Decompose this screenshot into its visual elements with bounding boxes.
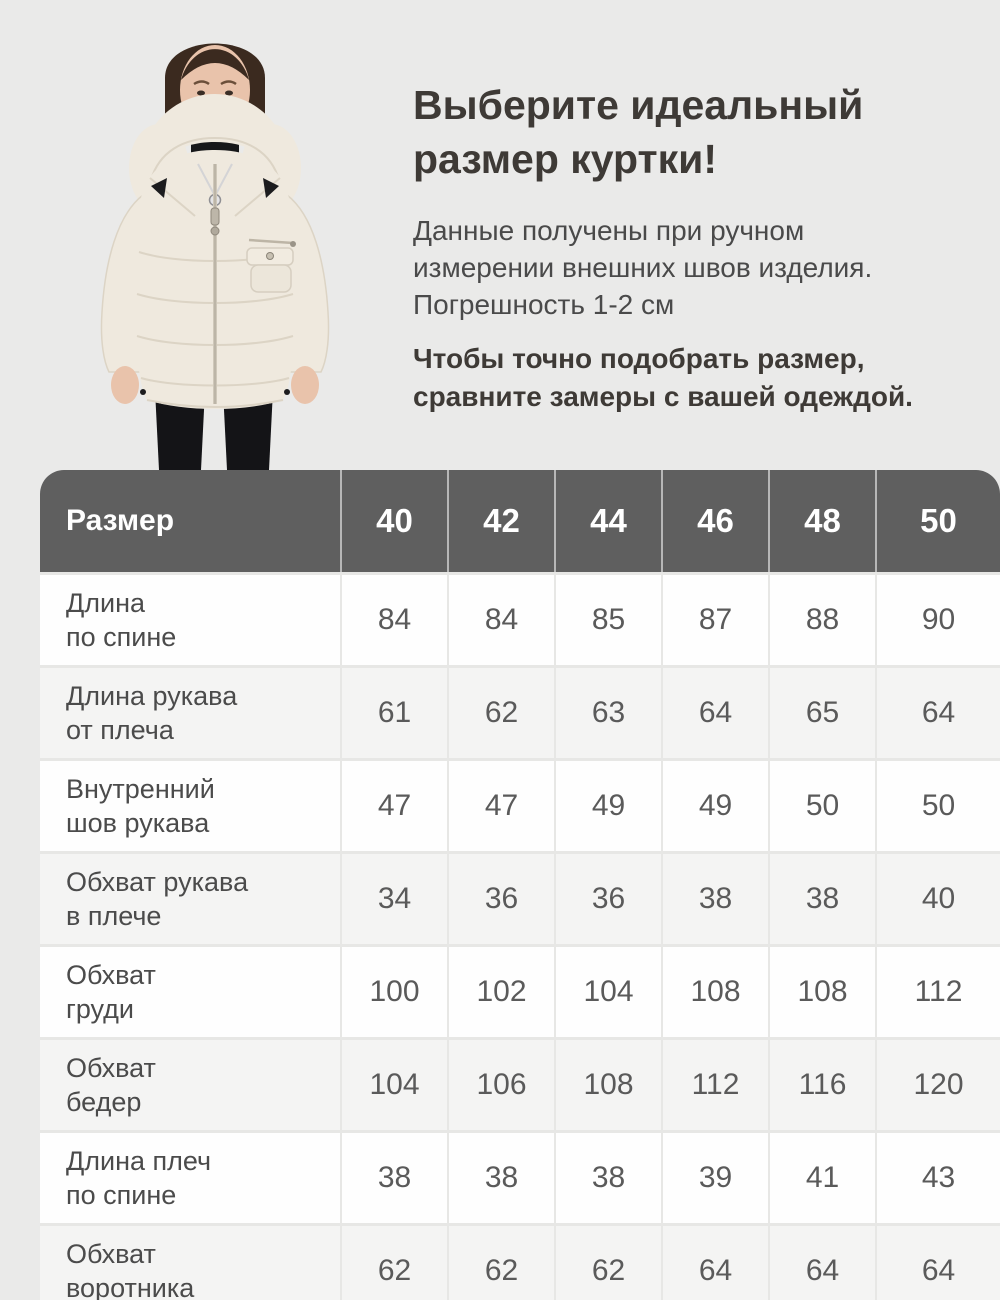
size-value: 38 [661,854,768,944]
model-hand-left [111,366,139,404]
size-value: 90 [875,575,1000,665]
size-value: 108 [554,1040,661,1130]
size-value: 84 [340,575,447,665]
row-label: Обхват рукава в плече [66,867,249,931]
hood-toggle-right [263,178,279,198]
table-row: Обхват груди 100 102 104 108 108 112 [40,944,1000,1037]
size-value: 49 [661,761,768,851]
size-value: 62 [340,1226,447,1300]
size-table: Размер 40 42 44 46 48 50 Длина по спине 84 84 85… [40,470,1000,1300]
size-table-header: Размер 40 42 44 46 48 50 [40,470,1000,572]
size-value: 38 [340,1133,447,1223]
size-value: 62 [447,668,554,758]
size-value: 34 [340,854,447,944]
model-hand-right [291,366,319,404]
size-value: 62 [554,1226,661,1300]
size-value: 61 [340,668,447,758]
size-value: 88 [768,575,875,665]
size-value: 64 [768,1226,875,1300]
size-value: 50 [768,761,875,851]
size-header-cell: 40 [340,470,447,572]
size-value: 47 [340,761,447,851]
size-value: 112 [875,947,1000,1037]
size-value: 87 [661,575,768,665]
size-value: 41 [768,1133,875,1223]
model-legs [155,390,205,470]
size-value: 120 [875,1040,1000,1130]
size-value: 47 [447,761,554,851]
size-value: 104 [554,947,661,1037]
row-label: Длина рукава от плеча [66,681,238,745]
size-value: 100 [340,947,447,1037]
size-value: 36 [447,854,554,944]
size-value: 64 [661,668,768,758]
measurement-note: Данные получены при ручном измерении вне… [413,215,873,320]
row-label: Обхват воротника [66,1239,195,1300]
table-row: Обхват воротника 62 62 62 64 64 64 [40,1223,1000,1300]
size-value: 112 [661,1040,768,1130]
size-value: 116 [768,1040,875,1130]
size-value: 36 [554,854,661,944]
hood-toggle-left [151,178,167,198]
size-value: 106 [447,1040,554,1130]
table-row: Обхват бедер 104 106 108 112 116 120 [40,1037,1000,1130]
size-value: 39 [661,1133,768,1223]
jacket-hood [140,94,290,196]
row-label: Длина по спине [66,588,177,652]
size-value: 64 [875,1226,1000,1300]
size-header-cell: 50 [875,470,1000,572]
size-value: 84 [447,575,554,665]
row-label: Обхват бедер [66,1053,156,1117]
size-header-cell: 44 [554,470,661,572]
model-photo [100,43,330,470]
fit-advice: Чтобы точно подобрать размер, сравните з… [413,343,913,412]
table-row: Длина рукава от плеча 61 62 63 64 65 64 [40,665,1000,758]
size-value: 85 [554,575,661,665]
size-value: 49 [554,761,661,851]
row-label: Внутренний шов рукава [66,774,215,838]
size-value: 108 [661,947,768,1037]
size-table-body: Длина по спине 84 84 85 87 88 90 Длина рукава о… [40,572,1000,1300]
row-label: Обхват груди [66,960,156,1024]
size-value: 50 [875,761,1000,851]
row-label: Длина плеч по спине [66,1146,212,1210]
page-title: Выберите идеальный размер куртки! [413,82,864,182]
table-row: Длина плеч по спине 38 38 38 39 41 43 [40,1130,1000,1223]
jacket-pocket [246,238,296,293]
size-header-cell: 46 [661,470,768,572]
size-value: 108 [768,947,875,1037]
size-value: 104 [340,1040,447,1130]
size-value: 62 [447,1226,554,1300]
size-column-header: Размер [66,504,175,537]
size-header-cell: 48 [768,470,875,572]
size-value: 38 [447,1133,554,1223]
size-value: 38 [554,1133,661,1223]
table-row: Внутренний шов рукава 47 47 49 49 50 50 [40,758,1000,851]
intro-block: Выберите идеальный размер куртки! Данные… [413,78,979,416]
table-row: Обхват рукава в плече 34 36 36 38 38 40 [40,851,1000,944]
size-value: 40 [875,854,1000,944]
size-value: 64 [875,668,1000,758]
size-value: 63 [554,668,661,758]
size-value: 65 [768,668,875,758]
size-value: 38 [768,854,875,944]
table-row: Длина по спине 84 84 85 87 88 90 [40,572,1000,665]
size-header-cell: 42 [447,470,554,572]
size-value: 64 [661,1226,768,1300]
size-value: 43 [875,1133,1000,1223]
size-value: 102 [447,947,554,1037]
